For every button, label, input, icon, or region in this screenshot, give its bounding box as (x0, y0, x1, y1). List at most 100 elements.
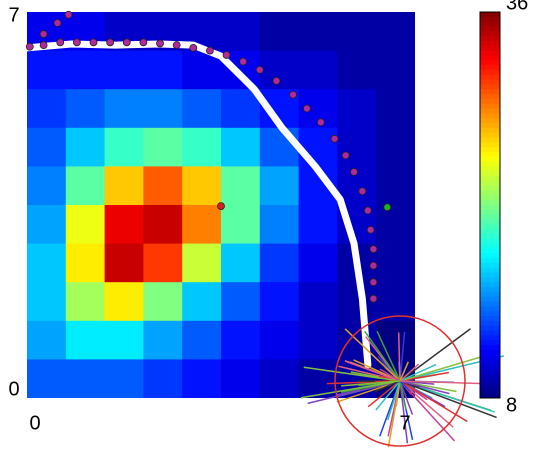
burst-line (375, 380, 401, 411)
heatmap-cell (337, 50, 377, 90)
colorbar-tick-label: 8 (506, 394, 517, 416)
burst-line (344, 360, 401, 382)
trajectory-dot (255, 66, 264, 74)
trajectory-dot (316, 118, 325, 127)
heatmap-cell (259, 50, 300, 90)
heatmap-cell (298, 50, 338, 90)
heatmap-cell (337, 89, 377, 129)
burst-line (399, 380, 409, 444)
heatmap-cell (27, 282, 67, 322)
trajectory-dot (64, 10, 73, 19)
trajectory-dot (72, 38, 81, 47)
heatmap-cell (376, 282, 415, 322)
colorbar-stripe (480, 118, 500, 124)
heatmap-cell (376, 166, 415, 206)
colorbar-stripe (480, 253, 500, 259)
colorbar-stripe (480, 359, 500, 365)
trajectory-dot (172, 41, 181, 49)
heatmap-cell (259, 127, 300, 167)
colorbar-stripe (480, 214, 500, 220)
heatmap-cell (143, 127, 183, 167)
heatmap-cell (27, 50, 67, 90)
burst-line (379, 368, 401, 382)
heatmap-cell (104, 282, 144, 322)
trajectory-dot (330, 134, 339, 143)
burst-line (364, 330, 401, 382)
heatmap-cell (182, 127, 222, 167)
heatmap-cell (143, 205, 183, 245)
heatmap-cell (376, 243, 415, 283)
colorbar-frame (479, 11, 501, 399)
heatmap-cell (259, 282, 300, 322)
colorbar-stripe (480, 60, 500, 66)
burst-line (399, 380, 407, 410)
colorbar-stripe (480, 12, 500, 18)
heatmap-cell (65, 320, 106, 360)
colorbar-stripe (480, 171, 500, 177)
trajectory-dot (289, 90, 297, 99)
colorbar-stripe (480, 147, 500, 153)
colorbar-stripe (480, 89, 500, 95)
burst-line (399, 363, 437, 382)
marker (383, 203, 392, 212)
heatmap-cell (376, 50, 415, 90)
colorbar-stripe (480, 287, 500, 293)
heatmap-cell (221, 205, 261, 245)
colorbar-stripe (480, 122, 500, 129)
heatmap-cell (104, 166, 144, 206)
heatmap-cell (298, 243, 338, 283)
colorbar-stripe (480, 354, 500, 360)
colorbar-stripe (480, 209, 500, 216)
heatmap-cell (27, 243, 67, 283)
trajectory-dot (303, 104, 311, 113)
colorbar-stripe (480, 127, 500, 134)
heatmap-cell (182, 89, 222, 129)
heatmap-cell (143, 89, 183, 129)
heatmap-cell (298, 282, 338, 322)
trajectory-dot (369, 245, 378, 254)
heatmap-cell (143, 359, 183, 398)
heatmap-cell (65, 166, 106, 206)
burst-line (341, 380, 401, 387)
colorbar-stripe (480, 69, 500, 76)
heatmap-cell (221, 359, 261, 398)
trajectory-dot (222, 51, 231, 59)
burst-line (376, 330, 401, 382)
colorbar-stripe (480, 238, 500, 245)
burst-line (374, 380, 401, 393)
heatmap-cell (298, 359, 338, 398)
colorbar-stripe (480, 113, 500, 119)
heatmap-cell (182, 282, 222, 322)
colorbar-stripe (480, 16, 500, 23)
burst-line (399, 328, 471, 382)
colorbar-stripe (480, 364, 500, 370)
colorbar-stripe (480, 272, 500, 278)
heatmap-cell (104, 50, 144, 90)
colorbar-stripe (480, 393, 500, 399)
colorbar-stripe (480, 50, 500, 56)
x-tick-label: 7 (399, 412, 410, 434)
colorbar-stripe (480, 344, 500, 351)
trajectory-dot (139, 38, 148, 47)
heatmap-cell (27, 320, 67, 360)
heatmap-cell (65, 89, 106, 129)
trajectory-dot (350, 168, 358, 176)
colorbar (480, 12, 500, 399)
trajectory-dot (369, 278, 378, 287)
heatmap-cell (221, 320, 261, 360)
colorbar-stripe (480, 315, 500, 322)
colorbar-stripe (480, 180, 500, 187)
heatmap-cell (104, 359, 144, 398)
burst-line (307, 380, 401, 405)
colorbar-stripe (480, 98, 500, 105)
burst-line (399, 380, 454, 428)
colorbar-stripe (480, 243, 500, 249)
colorbar-stripe (480, 195, 500, 201)
trajectory-dot (369, 294, 378, 303)
burst-line (399, 380, 450, 395)
heatmap-cell (221, 89, 261, 129)
heatmap-cell (65, 205, 106, 245)
trajectory-dot (358, 187, 367, 196)
burst-line (397, 332, 401, 382)
heatmap-cell (298, 127, 338, 167)
